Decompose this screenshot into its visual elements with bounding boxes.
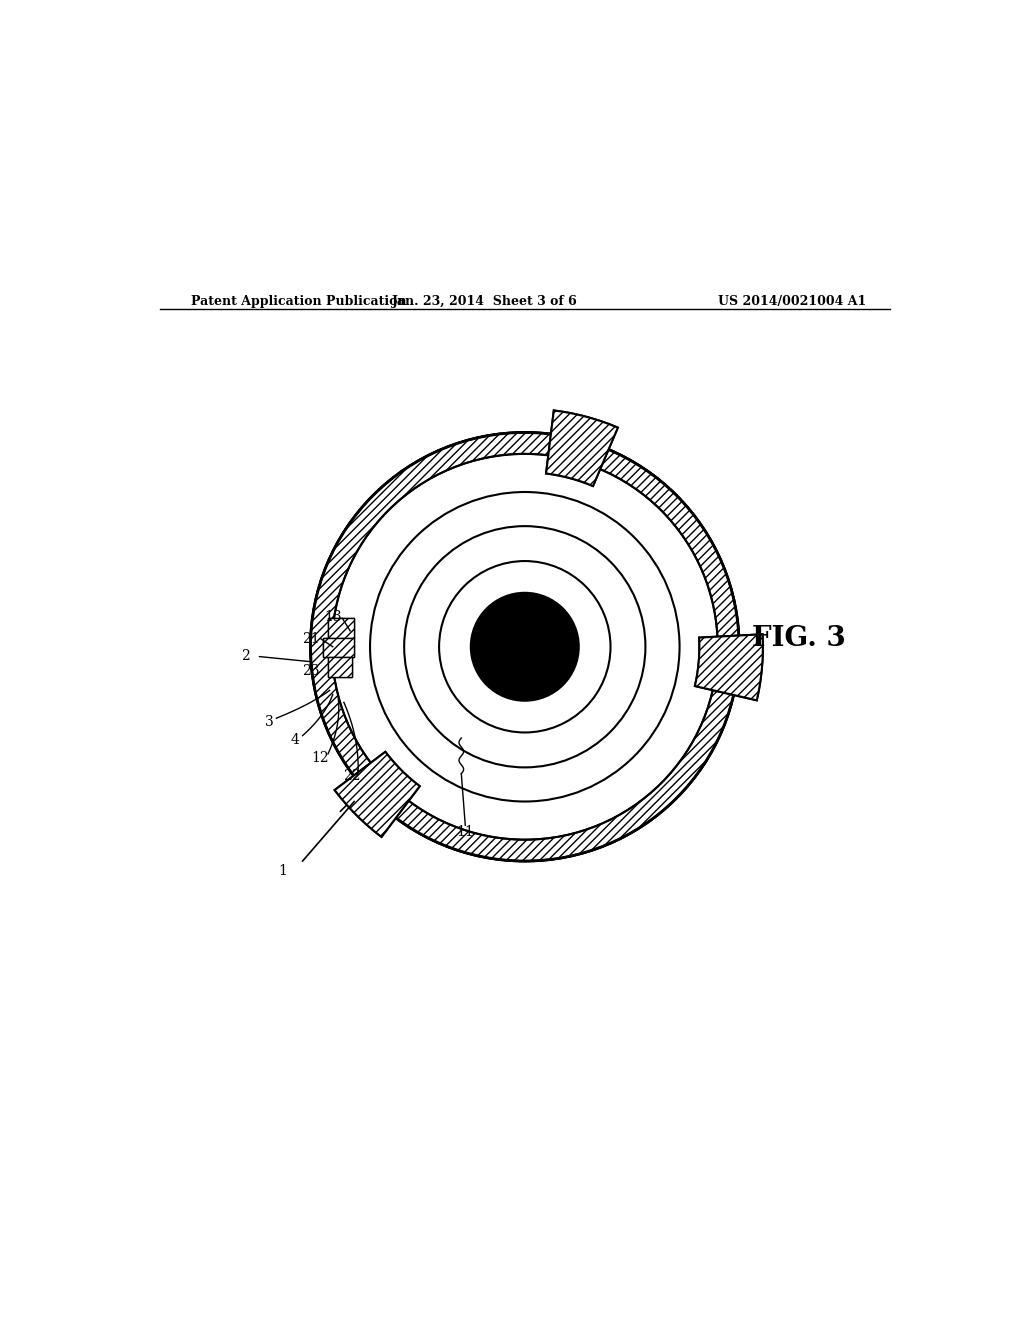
Circle shape <box>334 455 716 838</box>
Text: 11: 11 <box>457 825 474 838</box>
Text: 4: 4 <box>290 733 299 747</box>
Polygon shape <box>323 638 354 657</box>
Polygon shape <box>328 657 352 677</box>
Text: Patent Application Publication: Patent Application Publication <box>191 296 407 308</box>
Polygon shape <box>335 752 420 837</box>
Circle shape <box>332 454 718 840</box>
Text: 22: 22 <box>343 770 360 783</box>
Circle shape <box>471 593 579 701</box>
Text: 1: 1 <box>279 865 287 878</box>
Text: 23: 23 <box>302 664 319 677</box>
Circle shape <box>471 593 579 701</box>
Circle shape <box>306 429 743 865</box>
Wedge shape <box>332 454 718 840</box>
Circle shape <box>370 492 680 801</box>
Polygon shape <box>323 638 354 657</box>
Polygon shape <box>546 411 617 486</box>
Text: US 2014/0021004 A1: US 2014/0021004 A1 <box>718 296 866 308</box>
Polygon shape <box>695 635 763 701</box>
Polygon shape <box>335 752 420 837</box>
Text: Jan. 23, 2014  Sheet 3 of 6: Jan. 23, 2014 Sheet 3 of 6 <box>392 296 578 308</box>
Wedge shape <box>310 433 739 861</box>
Text: 21: 21 <box>302 632 319 645</box>
Polygon shape <box>328 618 354 638</box>
Polygon shape <box>328 618 354 638</box>
Text: 13: 13 <box>324 610 342 624</box>
Text: 12: 12 <box>311 751 329 764</box>
Text: FIG. 3: FIG. 3 <box>752 626 846 652</box>
Polygon shape <box>546 411 617 486</box>
Text: 2: 2 <box>241 649 250 663</box>
Polygon shape <box>328 657 352 677</box>
Text: 3: 3 <box>265 715 273 729</box>
Wedge shape <box>310 433 739 861</box>
Polygon shape <box>695 635 763 701</box>
